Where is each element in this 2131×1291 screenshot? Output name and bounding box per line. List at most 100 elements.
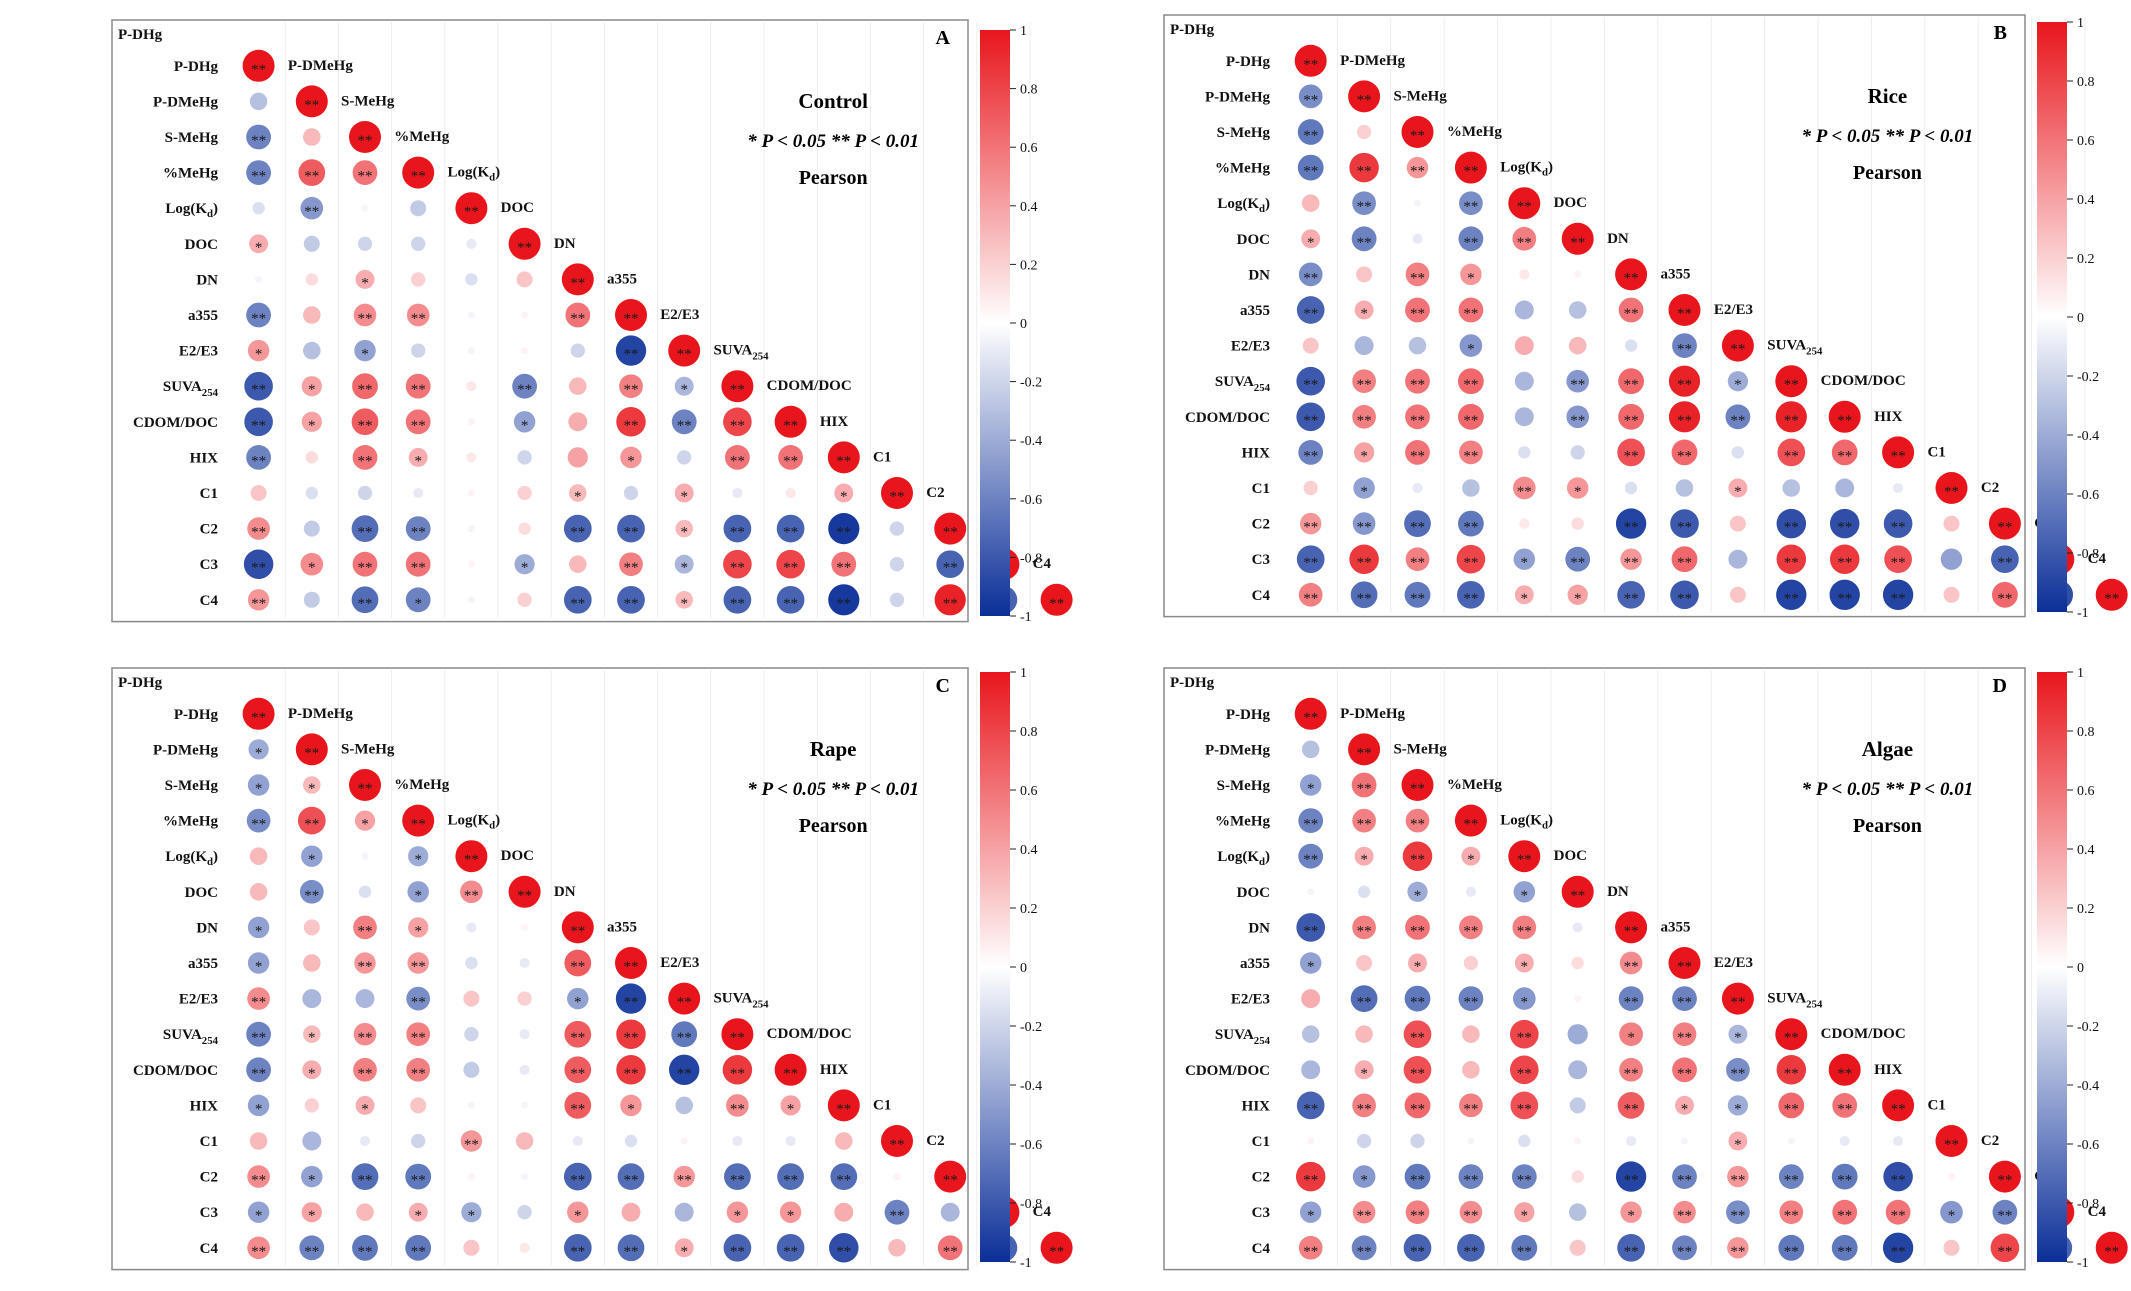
- corr-c3-c1: [884, 1199, 910, 1225]
- corr-c3-p-dhg: [1299, 1201, 1322, 1223]
- corr-cdom-doc-e2-e3: [1725, 404, 1751, 430]
- panel-letter: C: [936, 675, 950, 697]
- corr-hix-log-kd: [1510, 1091, 1539, 1120]
- significance-mark: **: [1624, 923, 1639, 939]
- corr-e2-e3-a355: [615, 983, 647, 1014]
- colorbar-tick-label: 0.2: [2077, 902, 2095, 917]
- corr-p-dmehg-p-dmehg: [1348, 733, 1381, 766]
- corr-e2-e3-doc: [517, 991, 532, 1006]
- corr-e2-e3-a355: [615, 335, 647, 366]
- corr-e2-e3-log-kd: [467, 347, 475, 355]
- corr-c2-c1: [889, 521, 905, 536]
- row-label-p-dmehg: P-DMeHg: [1205, 89, 1270, 105]
- row-label-c4: C4: [200, 593, 219, 609]
- significance-mark: **: [1303, 448, 1318, 464]
- corr-cdom-doc-log-kd: [1514, 407, 1534, 427]
- corr-c4-log-kd: [463, 1239, 480, 1256]
- corr-c1-mehg: [411, 1133, 426, 1149]
- significance-mark: **: [358, 596, 373, 612]
- corr-hix-doc: [1569, 1097, 1586, 1114]
- row-label-s-mehg: S-MeHg: [165, 778, 219, 794]
- colorbar-tick-label: -1: [2077, 1256, 2089, 1271]
- significance-mark: **: [1410, 1030, 1425, 1046]
- corr-hix-mehg: [1459, 1093, 1483, 1118]
- significance-mark: **: [1049, 1244, 1064, 1260]
- corr-doc-log-kd: [460, 880, 483, 904]
- corr-suva254-suva254: [1775, 1018, 1808, 1051]
- significance-mark: **: [1677, 342, 1692, 358]
- corr-doc-p-dhg: [249, 234, 269, 254]
- corr-suva254-log-kd: [466, 381, 477, 392]
- significance-mark: *: [1681, 1101, 1689, 1117]
- corr-suva254-doc: [519, 1029, 530, 1040]
- corr-c2-e2-e3: [673, 1165, 695, 1188]
- corr-log-kd-p-dmehg: [301, 845, 323, 867]
- significance-mark: **: [1784, 1101, 1799, 1117]
- colorbar: [2037, 22, 2067, 612]
- corr-e2-e3-p-dhg: [1301, 989, 1321, 1009]
- corr-c2-c1: [1943, 515, 1960, 532]
- significance-mark: **: [1410, 270, 1425, 286]
- colorbar-tick-label: 0.6: [1020, 784, 1038, 799]
- corr-hix-s-mehg: [352, 445, 378, 470]
- corr-c1-doc: [517, 485, 532, 501]
- corr-dn-doc: [1574, 270, 1582, 278]
- significance-mark: **: [1997, 1173, 2012, 1189]
- corr-a355-doc: [519, 957, 530, 969]
- significance-mark: **: [1357, 1208, 1372, 1224]
- panel-letter: D: [1993, 675, 2007, 697]
- significance-mark: **: [943, 596, 958, 612]
- significance-mark: **: [1303, 923, 1318, 939]
- corr-c3-c2: [1991, 545, 2019, 574]
- panel-letter: B: [1994, 22, 2007, 44]
- corr-mehg-p-dhg: [1298, 808, 1324, 833]
- significance-mark: **: [1624, 413, 1639, 429]
- corr-c4-mehg: [1457, 1233, 1485, 1262]
- corr-c1-doc: [1566, 477, 1589, 499]
- colorbar: [980, 30, 1010, 616]
- significance-mark: **: [836, 596, 851, 612]
- corr-c1-a355: [623, 485, 639, 501]
- significance-mark: **: [836, 525, 851, 541]
- corr-c3-suva254: [1779, 1200, 1804, 1225]
- corr-c4-e2-e3: [1729, 586, 1746, 603]
- significance-mark: **: [624, 1244, 639, 1260]
- corr-c2-p-dhg: [1299, 512, 1322, 535]
- corr-e2-e3-s-mehg: [1408, 336, 1427, 355]
- corr-c4-p-dhg: [1298, 582, 1323, 607]
- significance-mark: **: [517, 888, 532, 904]
- corr-a355-p-dhg: [247, 952, 270, 974]
- corr-a355-log-kd: [1514, 953, 1534, 973]
- corr-suva254-p-dmehg: [1355, 1025, 1373, 1043]
- corr-doc-p-dmehg: [303, 235, 320, 252]
- corr-c1-cdom-doc: [785, 1135, 796, 1147]
- corr-s-mehg-s-mehg: [349, 769, 381, 801]
- corr-c4-p-dmehg: [1350, 581, 1378, 609]
- row-label-c1: C1: [200, 486, 218, 502]
- significance-mark: **: [1463, 520, 1478, 536]
- significance-mark: **: [1677, 591, 1692, 607]
- significance-mark: **: [411, 382, 426, 398]
- top-label-p-dhg: P-DHg: [118, 675, 163, 691]
- significance-mark: *: [574, 995, 582, 1011]
- significance-mark: *: [680, 489, 688, 505]
- significance-mark: **: [1677, 1066, 1692, 1082]
- corr-e2-e3-s-mehg: [1404, 985, 1431, 1012]
- significance-mark: *: [308, 1208, 316, 1224]
- corr-dn-p-dhg: [255, 275, 263, 283]
- significance-mark: **: [1357, 235, 1372, 251]
- corr-cdom-doc-p-dhg: [1296, 402, 1326, 432]
- corr-mehg-mehg: [1454, 151, 1487, 184]
- significance-mark: *: [1360, 1173, 1368, 1189]
- row-label-log-kd: Log(Kd): [1217, 849, 1270, 868]
- significance-mark: *: [255, 923, 263, 939]
- row-label-c4: C4: [1252, 1241, 1271, 1257]
- significance-mark: **: [624, 347, 639, 363]
- corr-c1-suva254: [1787, 1137, 1795, 1145]
- diag-label-p-dmehg: P-DMeHg: [1340, 53, 1405, 69]
- colorbar-tick-label: -0.8: [2077, 547, 2099, 562]
- corr-suva254-dn: [1619, 1022, 1643, 1047]
- corr-suva254-mehg: [406, 1022, 431, 1047]
- significance-mark: **: [943, 560, 958, 576]
- diag-label-c4: C4: [2088, 551, 2107, 567]
